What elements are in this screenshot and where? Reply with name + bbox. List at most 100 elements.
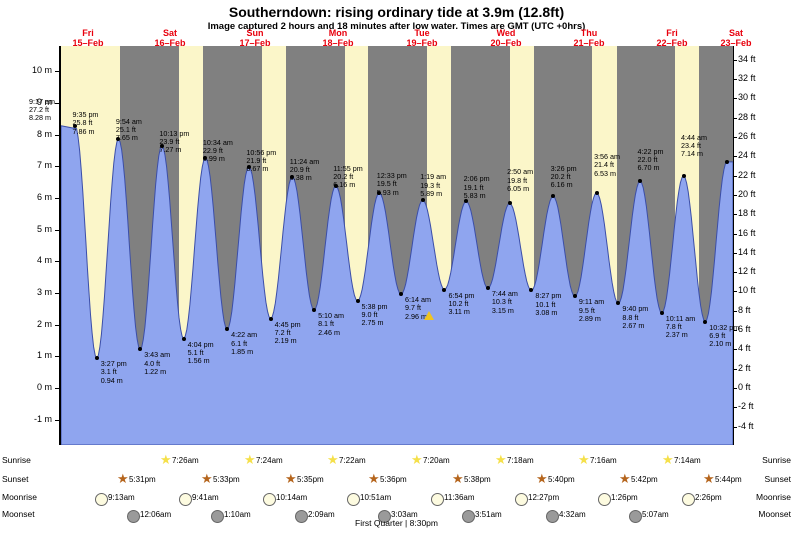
y-tick-mark-right — [732, 117, 737, 119]
y-tick-mark-right — [732, 349, 737, 351]
tide-height-m: 5.93 m — [376, 187, 399, 197]
moon-rise-icon — [263, 493, 276, 506]
tide-height-ft: 22.9 ft — [202, 145, 223, 155]
high-tide-label: 11:55 pm 20.2 ft 6.16 m — [333, 163, 363, 190]
sunset-time: 5:35pm — [297, 475, 324, 484]
tide-height-ft: 3.1 ft — [100, 367, 117, 377]
y-tick-mark-right — [732, 330, 737, 332]
sun-rise-icon: ★ — [411, 452, 423, 467]
day-date: 15–Feb — [72, 38, 104, 48]
day-date: 17–Feb — [239, 38, 271, 48]
tide-extreme-point — [659, 310, 664, 315]
tide-height-ft: 10.3 ft — [491, 297, 512, 307]
moonrise-time: 2:26pm — [695, 493, 722, 502]
y-tick-mark-right — [732, 214, 737, 216]
y-tick-right: 12 ft — [738, 266, 756, 277]
y-tick-left: -1 m — [34, 413, 52, 424]
tide-extreme-point — [203, 155, 208, 160]
tide-time: 9:40 pm — [622, 304, 649, 314]
high-tide-label: 2:50 am 19.8 ft 6.05 m — [507, 168, 533, 193]
tide-height-ft: 10.2 ft — [448, 298, 469, 308]
y-tick-right: 2 ft — [738, 362, 751, 373]
tide-extreme-point — [703, 319, 708, 324]
tide-height-m: 7.86 m — [72, 126, 95, 136]
low-tide-label: 9:11 am 9.5 ft 2.89 m — [579, 298, 604, 323]
low-tide-label: 5:10 am 8.1 ft 2.46 m — [318, 311, 344, 337]
y-tick-mark-right — [732, 175, 737, 177]
day-header: Fri 15–Feb — [58, 28, 118, 48]
low-tide-label: 5:38 pm 9.0 ft 2.75 m — [362, 302, 388, 328]
page-subtitle: Image captured 2 hours and 18 minutes af… — [207, 21, 586, 32]
high-tide-label: 9:54 am 25.1 ft 7.65 m — [115, 116, 142, 143]
day-name: Sat — [728, 28, 743, 38]
y-tick-left: 5 m — [36, 223, 52, 234]
tide-height-ft: 21.4 ft — [594, 160, 615, 170]
y-tick-left: 6 m — [36, 192, 52, 202]
row-label-moonset-left: Moonset — [2, 509, 35, 519]
y-tick-right: 14 ft — [738, 246, 756, 257]
y-tick-right: 4 ft — [738, 343, 751, 354]
moonset-time: 2:09am — [308, 510, 335, 519]
moonset-time: 4:32am — [559, 510, 586, 519]
tide-extreme-point — [551, 194, 556, 199]
tide-extreme-point — [572, 294, 577, 299]
sun-rise-icon: ★ — [495, 452, 507, 467]
moon-set-icon — [546, 510, 559, 523]
tide-extreme-point — [268, 316, 273, 321]
tide-height-ft: 6.9 ft — [709, 330, 726, 340]
row-label-sunrise-left: Sunrise — [2, 455, 31, 465]
moonrise-time: 9:13am — [108, 493, 135, 502]
tide-time: 11:55 pm — [333, 163, 363, 173]
tide-extreme-point — [420, 198, 425, 203]
tide-time: 8:27 pm — [535, 291, 562, 301]
tide-time: 2:50 am — [507, 167, 534, 177]
day-date: 18–Feb — [322, 38, 354, 48]
tide-height-m: 6.05 m — [507, 183, 530, 193]
tide-extreme-point — [290, 174, 295, 179]
y-tick-mark-right — [732, 59, 737, 61]
y-tick-mark-left — [55, 293, 60, 294]
moon-set-icon — [462, 510, 475, 523]
sun-set-icon: ★ — [285, 471, 297, 486]
low-tide-label: 3:27 pm 3.1 ft 0.94 m — [101, 360, 127, 385]
moon-set-icon — [127, 510, 140, 523]
sunrise-time: 7:14am — [674, 456, 701, 465]
high-tide-label: 11:24 am 20.9 ft 6.38 m — [290, 157, 319, 183]
y-tick-mark-left — [55, 261, 60, 263]
tide-height-m: 2.89 m — [578, 313, 601, 323]
moonset-time: 5:07am — [642, 510, 669, 519]
y-tick-right: 26 ft — [738, 131, 756, 142]
moon-set-icon — [295, 510, 308, 523]
tide-extreme-point — [246, 164, 251, 169]
tide-height-ft: 19.1 ft — [463, 182, 484, 192]
tide-height-m: 3.15 m — [491, 305, 514, 315]
tide-height-ft: 10.1 ft — [535, 299, 556, 309]
tide-height-ft: 4.0 ft — [144, 358, 161, 368]
y-tick-left: 7 m — [36, 160, 52, 171]
row-label-sunset-left: Sunset — [2, 474, 29, 484]
tide-time: 9:54 am — [115, 116, 142, 126]
tide-extreme-point — [73, 123, 77, 128]
tide-height-m: 6.67 m — [246, 164, 269, 174]
day-name: Fri — [82, 28, 94, 38]
tide-time: 4:22 am — [231, 330, 258, 340]
y-tick-right: 18 ft — [738, 208, 756, 219]
tide-height-m: 6.99 m — [202, 154, 225, 164]
y-tick-right: 30 ft — [738, 92, 756, 103]
tide-time: 7:44 am — [491, 289, 518, 299]
sunrise-time: 7:24am — [256, 456, 283, 465]
sun-set-icon: ★ — [536, 471, 548, 486]
tide-time: 10:32 pm — [709, 322, 740, 332]
y-tick-mark-right — [732, 426, 737, 428]
high-tide-label: 4:22 pm 22.0 ft 6.70 m — [638, 147, 664, 173]
tide-height-ft: 25.1 ft — [115, 124, 136, 134]
tide-time: 3:26 pm — [550, 163, 577, 173]
sunset-time: 5:40pm — [548, 475, 575, 484]
y-tick-right: -4 ft — [738, 420, 754, 431]
sun-set-icon: ★ — [201, 471, 213, 486]
y-tick-mark-right — [732, 310, 737, 312]
tide-height-ft: 21.9 ft — [246, 155, 267, 165]
moon-set-icon — [378, 510, 391, 523]
day-date: 23–Feb — [720, 38, 752, 48]
tide-time: 1:19 am — [420, 172, 447, 182]
